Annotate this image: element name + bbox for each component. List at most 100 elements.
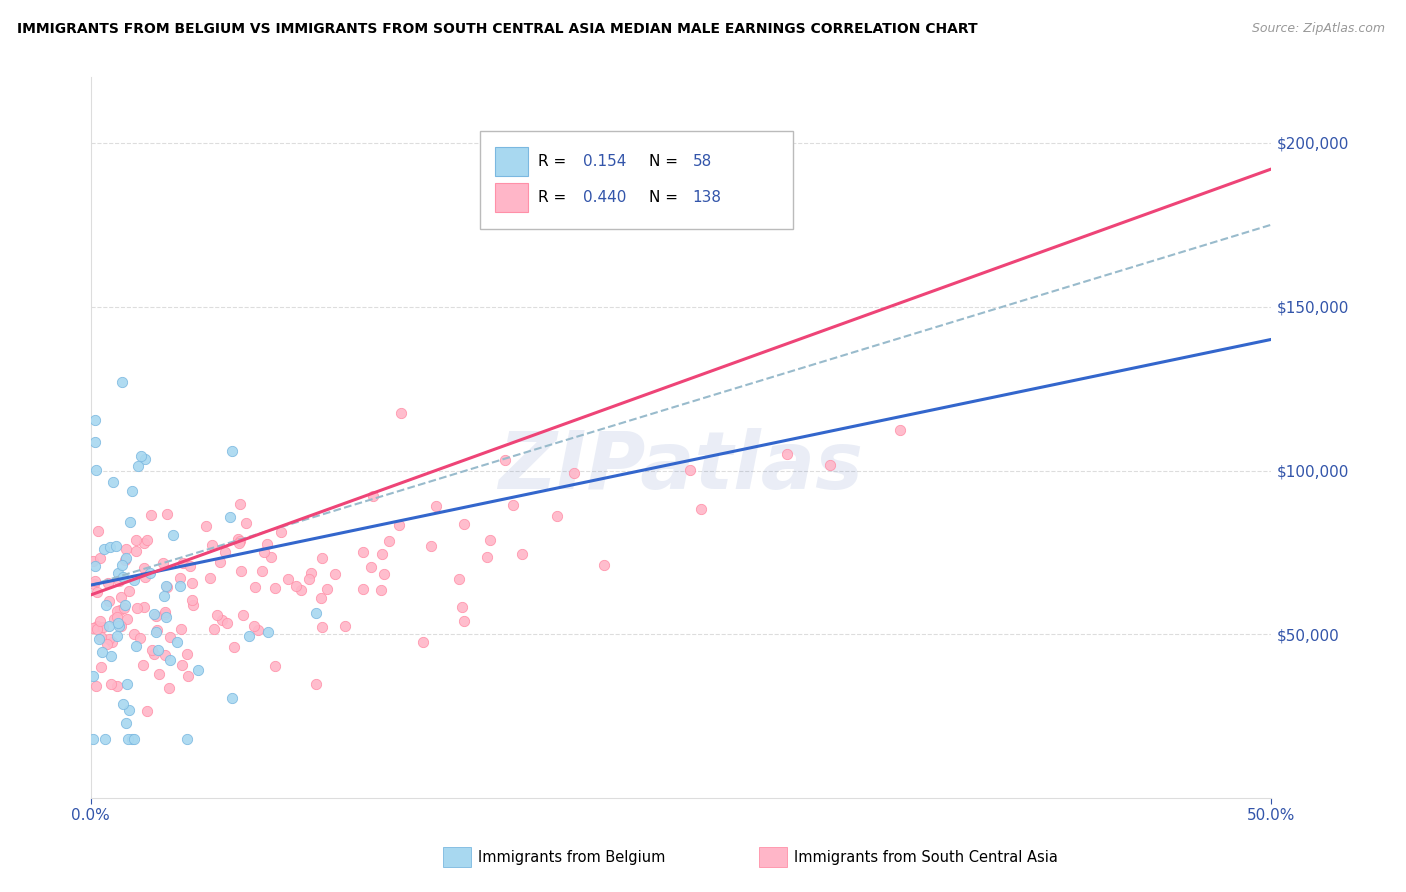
Point [111, 558, 134, 573]
Point [228, 536, 250, 550]
Point [125, 533, 148, 547]
Point [170, 657, 193, 672]
Point [221, 690, 243, 705]
Point [309, 591, 332, 605]
Point [153, 607, 176, 621]
Point [425, 499, 447, 513]
Point [214, 545, 236, 559]
Point [889, 423, 911, 437]
Point [155, 610, 177, 624]
Point [115, 716, 138, 731]
Point [145, 609, 167, 624]
Point [243, 619, 266, 633]
Point [115, 542, 138, 557]
Point [256, 537, 278, 551]
Point [124, 626, 146, 640]
Point [97, 594, 120, 608]
Text: Immigrants from Belgium: Immigrants from Belgium [478, 850, 665, 864]
Point [142, 647, 165, 661]
Point [246, 623, 269, 637]
Point [111, 375, 134, 389]
Point [252, 564, 274, 578]
Text: N =: N = [650, 154, 678, 169]
Point [546, 508, 568, 523]
Point [146, 643, 169, 657]
Point [176, 732, 198, 747]
Point [447, 572, 470, 586]
Point [226, 533, 249, 547]
Point [153, 648, 176, 662]
Point [305, 606, 328, 620]
Point [156, 508, 179, 522]
Point [110, 590, 132, 604]
Point [360, 559, 382, 574]
Text: N =: N = [650, 190, 678, 205]
Point [361, 489, 384, 503]
Point [352, 582, 374, 597]
Point [127, 458, 149, 473]
Point [198, 571, 221, 585]
Point [142, 607, 165, 621]
Point [103, 612, 125, 626]
Point [478, 533, 501, 548]
Point [162, 528, 184, 542]
Point [107, 629, 129, 643]
Point [305, 677, 328, 691]
Point [243, 580, 266, 594]
Point [90, 630, 112, 644]
Text: IMMIGRANTS FROM BELGIUM VS IMMIGRANTS FROM SOUTH CENTRAL ASIA MEDIAN MALE EARNIN: IMMIGRANTS FROM BELGIUM VS IMMIGRANTS FR… [17, 22, 977, 37]
Point [181, 575, 204, 590]
Point [111, 698, 134, 712]
Point [215, 616, 238, 631]
Point [115, 677, 138, 691]
Point [208, 555, 231, 569]
Point [86, 619, 108, 633]
Point [169, 571, 191, 585]
Point [264, 659, 287, 673]
Point [135, 704, 157, 718]
Point [235, 516, 257, 530]
Point [352, 545, 374, 559]
Point [593, 558, 616, 572]
Point [232, 607, 254, 622]
Point [132, 561, 155, 575]
Point [157, 681, 180, 696]
Point [290, 582, 312, 597]
Point [475, 550, 498, 565]
Point [221, 444, 243, 458]
Point [105, 539, 128, 553]
Point [177, 669, 200, 683]
Point [136, 533, 159, 547]
Point [124, 573, 146, 587]
Point [180, 592, 202, 607]
Point [260, 549, 283, 564]
Point [205, 607, 228, 622]
Point [114, 598, 136, 612]
Point [170, 622, 193, 636]
Point [84, 679, 107, 693]
Point [679, 463, 702, 477]
Point [129, 631, 152, 645]
Point [121, 484, 143, 499]
Point [141, 508, 163, 522]
Point [101, 475, 124, 490]
Point [98, 619, 121, 633]
Point [127, 600, 149, 615]
Point [96, 637, 118, 651]
Point [323, 566, 346, 581]
Point [510, 547, 533, 561]
Point [98, 632, 121, 647]
Point [91, 620, 114, 634]
Point [494, 453, 516, 467]
Point [176, 647, 198, 661]
Point [82, 621, 104, 635]
Point [285, 579, 308, 593]
Point [141, 642, 163, 657]
Point [97, 576, 120, 591]
Point [453, 516, 475, 531]
Text: Source: ZipAtlas.com: Source: ZipAtlas.com [1251, 22, 1385, 36]
Point [83, 576, 105, 591]
Point [86, 463, 108, 477]
Point [94, 599, 117, 613]
Point [450, 599, 472, 614]
